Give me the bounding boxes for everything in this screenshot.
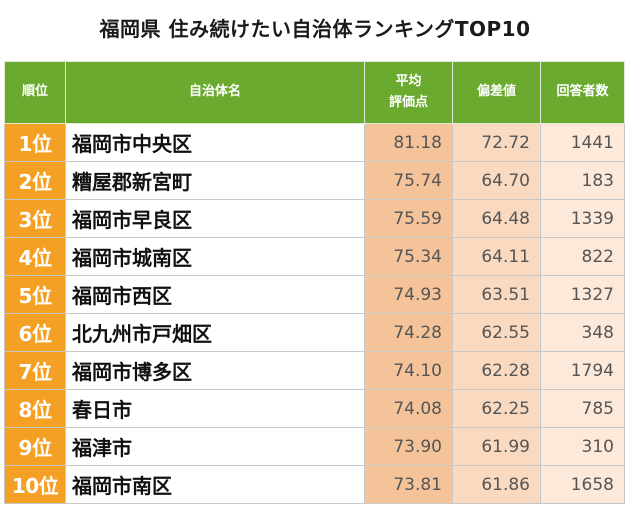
table-body: 1位 福岡市中央区 81.18 72.72 1441 2位 糟屋郡新宮町 75.… bbox=[4, 123, 625, 504]
header-avg-line1: 平均 bbox=[395, 74, 422, 90]
deviation-cell: 63.51 bbox=[452, 275, 541, 314]
page-title: 福岡県 住み続けたい自治体ランキングTOP10 bbox=[99, 17, 531, 41]
avg-score-cell: 75.74 bbox=[364, 161, 453, 200]
municipality-cell: 春日市 bbox=[65, 389, 365, 428]
respondents-cell: 1658 bbox=[540, 465, 625, 504]
respondents-cell: 785 bbox=[540, 389, 625, 428]
table-row: 1位 福岡市中央区 81.18 72.72 1441 bbox=[4, 123, 625, 162]
municipality-cell: 糟屋郡新宮町 bbox=[65, 161, 365, 200]
table-header-row: 順位 自治体名 平均 評価点 偏差値 回答者数 bbox=[4, 61, 625, 124]
rank-cell: 7位 bbox=[4, 351, 66, 390]
municipality-cell: 福岡市南区 bbox=[65, 465, 365, 504]
ranking-table: 順位 自治体名 平均 評価点 偏差値 回答者数 1位 福岡市中央区 81.18 … bbox=[4, 61, 625, 504]
table-row: 3位 福岡市早良区 75.59 64.48 1339 bbox=[4, 199, 625, 238]
respondents-cell: 348 bbox=[540, 313, 625, 352]
respondents-cell: 822 bbox=[540, 237, 625, 276]
respondents-cell: 1339 bbox=[540, 199, 625, 238]
avg-score-cell: 73.90 bbox=[364, 427, 453, 466]
municipality-cell: 福岡市城南区 bbox=[65, 237, 365, 276]
respondents-cell: 1441 bbox=[540, 123, 625, 162]
municipality-cell: 福岡市博多区 bbox=[65, 351, 365, 390]
table-row: 5位 福岡市西区 74.93 63.51 1327 bbox=[4, 275, 625, 314]
table-row: 4位 福岡市城南区 75.34 64.11 822 bbox=[4, 237, 625, 276]
respondents-cell: 183 bbox=[540, 161, 625, 200]
header-avg-line2: 評価点 bbox=[388, 94, 428, 110]
respondents-cell: 1794 bbox=[540, 351, 625, 390]
municipality-cell: 福岡市中央区 bbox=[65, 123, 365, 162]
deviation-cell: 64.70 bbox=[452, 161, 541, 200]
respondents-cell: 310 bbox=[540, 427, 625, 466]
rank-cell: 1位 bbox=[4, 123, 66, 162]
deviation-cell: 62.28 bbox=[452, 351, 541, 390]
table-row: 6位 北九州市戸畑区 74.28 62.55 348 bbox=[4, 313, 625, 352]
rank-cell: 9位 bbox=[4, 427, 66, 466]
rank-cell: 2位 bbox=[4, 161, 66, 200]
rank-cell: 4位 bbox=[4, 237, 66, 276]
deviation-cell: 64.11 bbox=[452, 237, 541, 276]
header-dev: 偏差値 bbox=[452, 61, 541, 124]
table-row: 10位 福岡市南区 73.81 61.86 1658 bbox=[4, 465, 625, 504]
header-avg: 平均 評価点 bbox=[364, 61, 453, 124]
avg-score-cell: 81.18 bbox=[364, 123, 453, 162]
deviation-cell: 72.72 bbox=[452, 123, 541, 162]
table-row: 9位 福津市 73.90 61.99 310 bbox=[4, 427, 625, 466]
deviation-cell: 61.86 bbox=[452, 465, 541, 504]
avg-score-cell: 74.28 bbox=[364, 313, 453, 352]
deviation-cell: 62.25 bbox=[452, 389, 541, 428]
table-row: 8位 春日市 74.08 62.25 785 bbox=[4, 389, 625, 428]
rank-cell: 10位 bbox=[4, 465, 66, 504]
rank-cell: 3位 bbox=[4, 199, 66, 238]
rank-cell: 5位 bbox=[4, 275, 66, 314]
avg-score-cell: 74.10 bbox=[364, 351, 453, 390]
header-name: 自治体名 bbox=[65, 61, 365, 124]
respondents-cell: 1327 bbox=[540, 275, 625, 314]
header-count: 回答者数 bbox=[540, 61, 625, 124]
rank-cell: 6位 bbox=[4, 313, 66, 352]
deviation-cell: 64.48 bbox=[452, 199, 541, 238]
table-row: 2位 糟屋郡新宮町 75.74 64.70 183 bbox=[4, 161, 625, 200]
header-rank: 順位 bbox=[4, 61, 66, 124]
avg-score-cell: 74.93 bbox=[364, 275, 453, 314]
avg-score-cell: 74.08 bbox=[364, 389, 453, 428]
rank-cell: 8位 bbox=[4, 389, 66, 428]
deviation-cell: 61.99 bbox=[452, 427, 541, 466]
avg-score-cell: 75.59 bbox=[364, 199, 453, 238]
avg-score-cell: 73.81 bbox=[364, 465, 453, 504]
municipality-cell: 福岡市早良区 bbox=[65, 199, 365, 238]
avg-score-cell: 75.34 bbox=[364, 237, 453, 276]
municipality-cell: 福岡市西区 bbox=[65, 275, 365, 314]
municipality-cell: 北九州市戸畑区 bbox=[65, 313, 365, 352]
table-row: 7位 福岡市博多区 74.10 62.28 1794 bbox=[4, 351, 625, 390]
municipality-cell: 福津市 bbox=[65, 427, 365, 466]
deviation-cell: 62.55 bbox=[452, 313, 541, 352]
